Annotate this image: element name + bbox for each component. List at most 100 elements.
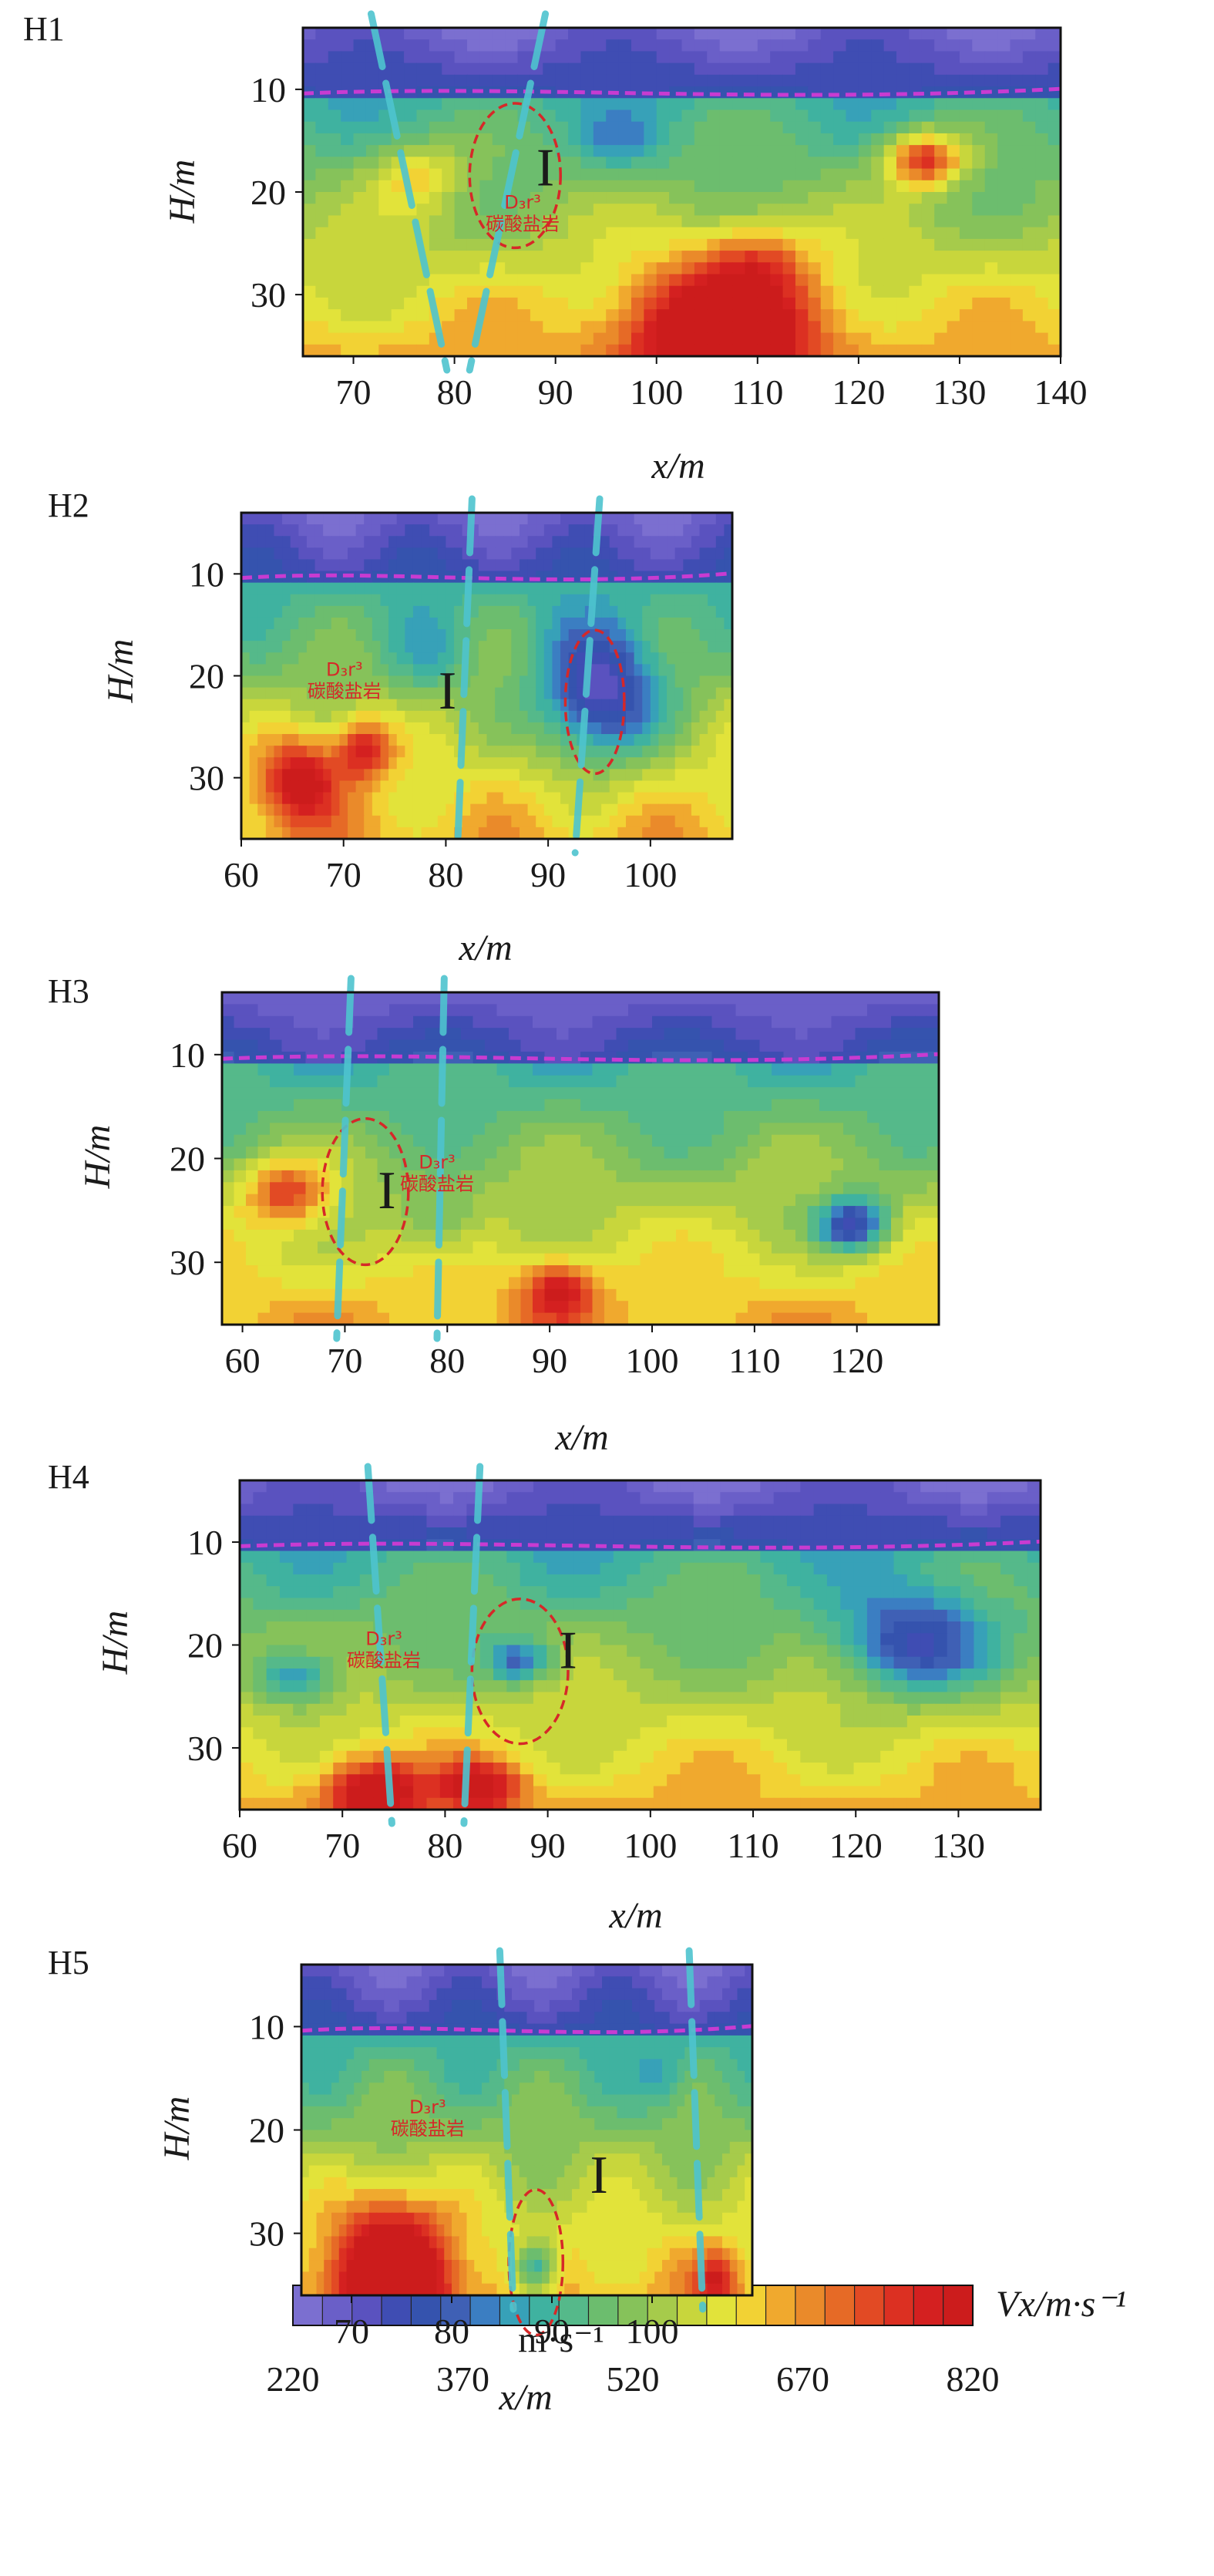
heatmap-cell <box>365 1123 378 1136</box>
heatmap-cell <box>669 98 683 111</box>
heatmap-cell <box>353 204 367 217</box>
heatmap-cell <box>388 594 398 607</box>
heatmap-cell <box>795 133 809 146</box>
heatmap-cell <box>442 238 456 251</box>
heatmap-cell <box>416 145 430 157</box>
heatmap-cell <box>412 746 422 758</box>
heatmap-cell <box>509 1099 522 1112</box>
heatmap-cell <box>1010 109 1024 123</box>
heatmap-cell <box>372 559 382 572</box>
heatmap-cell <box>820 86 834 99</box>
heatmap-cell <box>667 513 676 525</box>
heatmap-cell <box>496 1229 509 1242</box>
heatmap-cell <box>437 571 447 584</box>
heatmap-cell <box>909 215 923 228</box>
heatmap-cell <box>708 710 717 723</box>
heatmap-cell <box>691 675 701 689</box>
heatmap-cell <box>681 344 695 357</box>
heatmap-cell <box>644 51 657 64</box>
heatmap-cell <box>926 1277 940 1290</box>
heatmap-cell <box>644 180 657 193</box>
heatmap-cell <box>640 1039 653 1052</box>
heatmap-cell <box>609 605 618 618</box>
heatmap-cell <box>683 664 692 677</box>
x-tick-label: 80 <box>437 372 472 412</box>
heatmap-cell <box>462 815 471 828</box>
heatmap-cell <box>241 792 251 805</box>
heatmap-cell <box>306 675 316 689</box>
heatmap-cell <box>274 792 283 805</box>
heatmap-cell <box>855 1123 868 1136</box>
heatmap-cell <box>921 121 935 134</box>
heatmap-cell <box>257 629 267 641</box>
heatmap-cell <box>820 321 834 334</box>
heatmap <box>222 992 940 1325</box>
heatmap-cell <box>568 297 582 310</box>
heatmap-cell <box>555 309 569 322</box>
heatmap-cell <box>580 297 594 310</box>
heatmap-cell <box>883 262 897 275</box>
heatmap-cell <box>519 571 529 584</box>
heatmap-cell <box>372 617 382 630</box>
heatmap-cell <box>674 652 684 665</box>
heatmap-cell <box>891 992 904 1005</box>
heatmap-cell <box>331 827 340 840</box>
heatmap-cell <box>1048 192 1061 204</box>
heatmap-cell <box>891 1123 904 1136</box>
heatmap-cell <box>724 769 733 782</box>
heatmap-cell <box>372 641 382 653</box>
heatmap-cell <box>688 1277 701 1290</box>
heatmap-cell <box>365 1015 378 1029</box>
heatmap-cell <box>719 168 733 181</box>
heatmap-cell <box>323 582 332 595</box>
heatmap-cell <box>699 803 708 817</box>
heatmap-cell <box>396 815 405 828</box>
heatmap-cell <box>365 215 379 228</box>
heatmap-cell <box>511 803 520 817</box>
heatmap-cell <box>667 815 676 828</box>
heatmap-cell <box>520 1123 533 1136</box>
heatmap-cell <box>640 1004 653 1017</box>
heatmap-cell <box>625 513 635 525</box>
heatmap-cell <box>676 1217 689 1231</box>
heatmap-cell <box>568 1206 581 1219</box>
heatmap-cell <box>926 1265 940 1278</box>
heatmap-cell <box>328 121 341 134</box>
heatmap-cell <box>580 1206 594 1219</box>
heatmap-cell <box>997 180 1011 193</box>
heatmap-cell <box>972 98 986 111</box>
heatmap-cell <box>306 769 316 782</box>
heatmap-cell <box>437 547 447 561</box>
heatmap-cell <box>449 1288 462 1301</box>
heatmap-cell <box>303 309 316 322</box>
heatmap-cell <box>396 734 405 746</box>
y-tick-label: 30 <box>189 759 224 798</box>
heatmap-cell <box>533 1206 546 1219</box>
heatmap-cell <box>1010 39 1024 52</box>
heatmap-cell <box>997 62 1011 76</box>
heatmap-cell <box>495 722 504 735</box>
heatmap-cell <box>694 180 708 193</box>
heatmap-cell <box>947 98 960 111</box>
heatmap-cell <box>519 664 529 677</box>
heatmap-cell <box>560 571 570 584</box>
heatmap-cell <box>711 1075 725 1088</box>
heatmap-cell <box>454 571 463 584</box>
y-tick-label: 20 <box>251 173 286 212</box>
heatmap-cell <box>241 652 251 665</box>
heatmap-cell <box>609 746 618 758</box>
heatmap-cell <box>303 262 316 275</box>
heatmap-cell <box>903 1277 916 1290</box>
heatmap-cell <box>449 1123 462 1136</box>
heatmap-cell <box>656 168 670 181</box>
heatmap-cell <box>634 827 643 840</box>
heatmap-cell <box>644 285 657 298</box>
heatmap-cell <box>478 559 488 572</box>
heatmap-cell <box>446 722 455 735</box>
heatmap-cell <box>396 524 405 537</box>
heatmap-cell <box>331 687 340 700</box>
heatmap-cell <box>557 1063 570 1076</box>
heatmap-cell <box>315 180 329 193</box>
heatmap-cell <box>281 1123 294 1136</box>
heatmap-cell <box>372 594 382 607</box>
